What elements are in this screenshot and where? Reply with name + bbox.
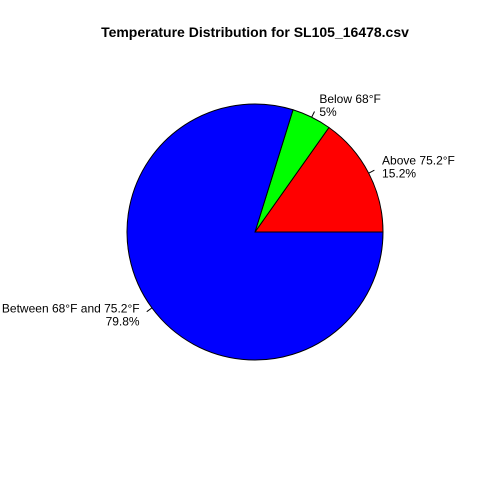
pie-slice-0 [254, 126, 384, 233]
pie-label-name-1: Below 68°F [319, 92, 381, 106]
pie-label-1: Below 68°F 5% [319, 92, 381, 119]
pie-slices [126, 103, 384, 361]
pie-label-percent-2: 79.8% [106, 314, 140, 328]
pie-label-percent-0: 15.2% [382, 166, 416, 180]
pie-labels: Above 75.2°F 15.2% Below 68°F 5% Between 68°… [2, 92, 455, 329]
pie-label-tick-1 [311, 111, 315, 118]
chart-title: Temperature Distribution for SL105_16478… [101, 24, 409, 40]
pie-label-name-0: Above 75.2°F [382, 153, 455, 167]
pie-label-tick-2 [146, 307, 153, 313]
pie-slice-2 [126, 103, 384, 361]
pie-label-percent-1: 5% [319, 105, 337, 119]
pie-label-tick-0 [368, 169, 375, 174]
pie-label-name-2: Between 68°F and 75.2°F [2, 301, 140, 315]
pie-label-0: Above 75.2°F 15.2% [382, 153, 455, 180]
pie-label-2: Between 68°F and 75.2°F 79.8% [2, 301, 140, 328]
